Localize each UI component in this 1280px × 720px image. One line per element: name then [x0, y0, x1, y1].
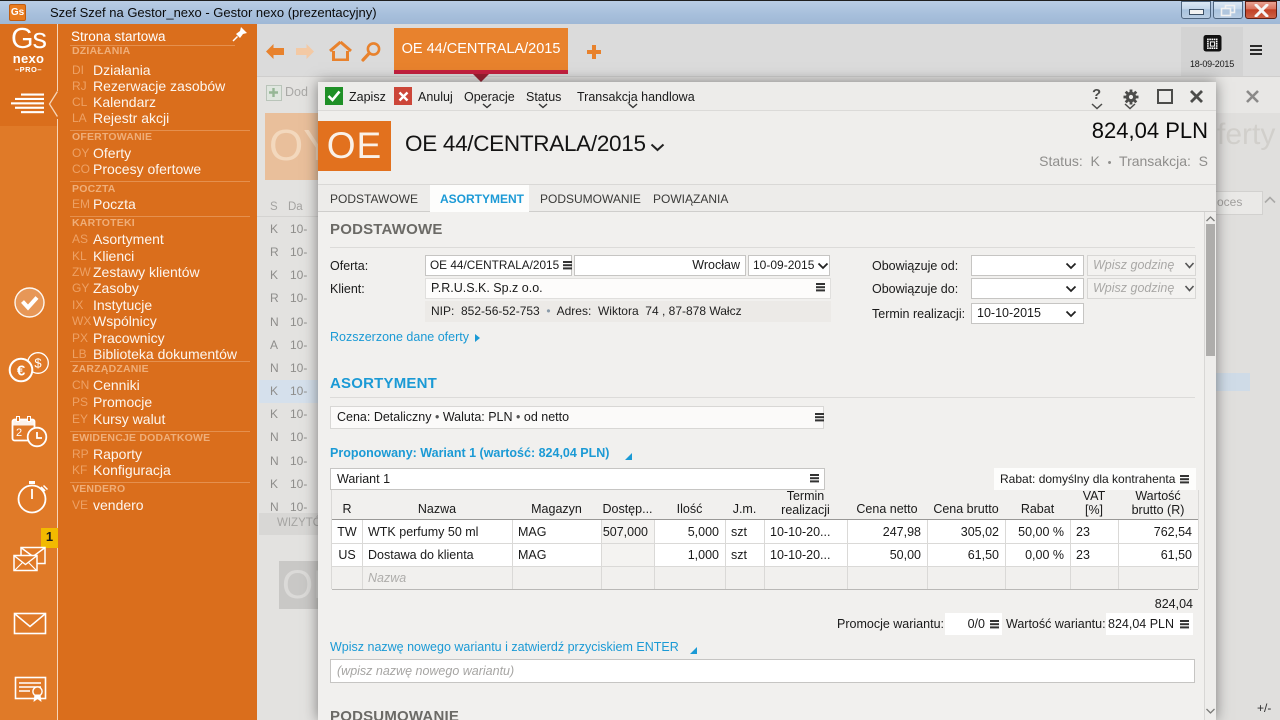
- svg-text:$: $: [34, 356, 42, 371]
- svg-text:2: 2: [16, 427, 22, 439]
- svg-text:€: €: [17, 363, 26, 380]
